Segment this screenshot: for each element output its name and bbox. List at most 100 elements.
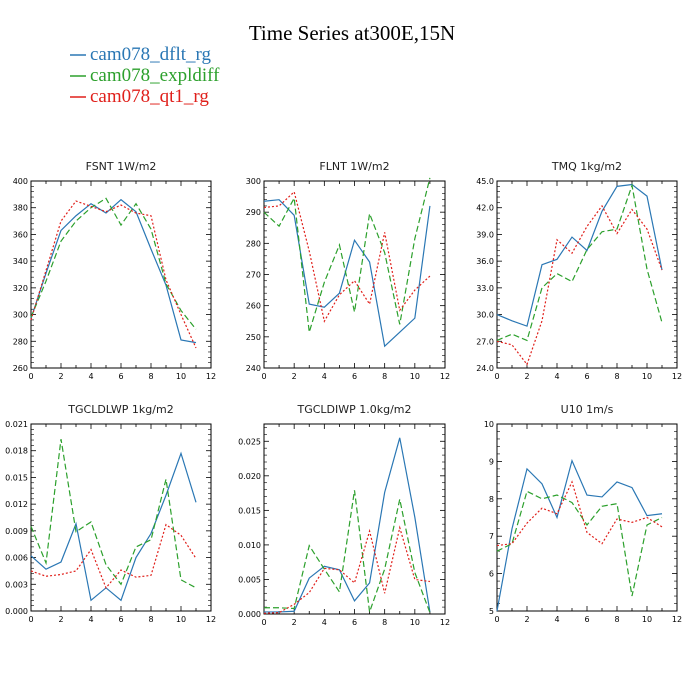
chart-panel-3: TGCLDLWP 1kg/m2 0 2 4 6 8 10 12 0.000 0.003 0.006 0… xyxy=(5,403,216,624)
y-tick-label: 36.0 xyxy=(476,257,494,266)
x-tick-label: 0 xyxy=(494,615,499,624)
x-tick-label: 10 xyxy=(642,615,652,624)
legend-label-2: cam078_qt1_rg xyxy=(90,86,209,107)
panel-title: FSNT 1W/m2 xyxy=(86,160,157,173)
y-tick-label: 0.025 xyxy=(238,437,261,446)
plot-frame xyxy=(263,180,446,369)
y-tick-label: 10 xyxy=(484,420,494,429)
panel-title: TGCLDLWP 1kg/m2 xyxy=(67,403,173,416)
x-tick-label: 6 xyxy=(352,618,357,627)
legend: cam078_dflt_rgcam078_expldiffcam078_qt1_… xyxy=(70,44,220,107)
series-line-cam078_expldiff xyxy=(263,177,431,333)
y-tick-label: 400 xyxy=(13,177,28,186)
y-tick-label: 380 xyxy=(13,204,28,213)
chart-panel-1: FLNT 1W/m2 0 2 4 6 8 10 12 240 250 260 270 280 290 300 xyxy=(246,160,450,381)
series-line-cam078_qt1_rg xyxy=(263,190,431,323)
legend-label-1: cam078_expldiff xyxy=(90,65,220,86)
y-tick-label: 0.000 xyxy=(238,610,261,619)
series-line-cam078_qt1_rg xyxy=(30,523,197,590)
x-tick-label: 10 xyxy=(642,372,652,381)
series-line-cam078_dflt_rg xyxy=(30,198,197,344)
y-tick-label: 340 xyxy=(13,257,28,266)
series-line-cam078_expldiff xyxy=(30,439,197,589)
plot-frame xyxy=(496,423,678,612)
x-tick-label: 4 xyxy=(554,615,559,624)
plot-frame xyxy=(263,423,446,615)
x-tick-label: 2 xyxy=(524,615,529,624)
y-tick-label: 280 xyxy=(13,337,28,346)
panel-title: U10 1m/s xyxy=(561,403,614,416)
x-tick-label: 6 xyxy=(584,615,589,624)
series-line-cam078_expldiff xyxy=(496,490,663,597)
y-tick-label: 39.0 xyxy=(476,230,494,239)
chart-panel-4: TGCLDIWP 1.0kg/m2 0 2 4 6 8 10 12 0.000 0.005 0.01… xyxy=(238,403,450,627)
chart-panel-2: TMQ 1kg/m2 0 2 4 6 8 10 12 24.0 27.0 30.0 33.0 36.0 3… xyxy=(476,160,682,381)
y-tick-label: 7 xyxy=(489,532,494,541)
y-tick-label: 260 xyxy=(13,364,28,373)
x-tick-label: 8 xyxy=(382,618,387,627)
y-tick-label: 9 xyxy=(489,457,494,466)
x-tick-label: 12 xyxy=(672,372,682,381)
y-tick-label: 45.0 xyxy=(476,177,494,186)
y-tick-label: 0.012 xyxy=(5,500,28,509)
legend-label-0: cam078_dflt_rg xyxy=(90,44,212,65)
x-tick-label: 10 xyxy=(176,615,186,624)
y-tick-label: 260 xyxy=(246,302,261,311)
series-line-cam078_dflt_rg xyxy=(496,183,663,327)
y-tick-label: 6 xyxy=(489,570,494,579)
x-tick-label: 10 xyxy=(410,372,420,381)
series-line-cam078_dflt_rg xyxy=(263,199,431,348)
x-tick-label: 6 xyxy=(118,615,123,624)
x-tick-label: 8 xyxy=(148,372,153,381)
x-tick-label: 6 xyxy=(118,372,123,381)
chart-panel-0: FSNT 1W/m2 0 2 4 6 8 10 12 260 280 300 320 340 360 380… xyxy=(13,160,216,381)
y-tick-label: 24.0 xyxy=(476,364,494,373)
y-tick-label: 0.015 xyxy=(238,506,261,515)
y-tick-label: 290 xyxy=(246,208,261,217)
x-tick-label: 0 xyxy=(28,372,33,381)
y-tick-label: 0.005 xyxy=(238,575,261,584)
y-tick-label: 0.003 xyxy=(5,580,28,589)
y-tick-label: 0.020 xyxy=(238,472,261,481)
x-tick-label: 10 xyxy=(410,618,420,627)
x-tick-label: 2 xyxy=(58,615,63,624)
series-line-cam078_qt1_rg xyxy=(496,480,663,547)
y-tick-label: 0.010 xyxy=(238,541,261,550)
x-tick-label: 6 xyxy=(584,372,589,381)
y-tick-label: 360 xyxy=(13,230,28,239)
y-tick-label: 0.015 xyxy=(5,473,28,482)
y-tick-label: 0.021 xyxy=(5,420,28,429)
x-tick-label: 0 xyxy=(261,618,266,627)
panel-title: FLNT 1W/m2 xyxy=(319,160,389,173)
panel-title: TGCLDIWP 1.0kg/m2 xyxy=(296,403,411,416)
panel-title: TMQ 1kg/m2 xyxy=(551,160,622,173)
y-tick-label: 240 xyxy=(246,364,261,373)
y-tick-label: 27.0 xyxy=(476,337,494,346)
y-tick-label: 270 xyxy=(246,271,261,280)
x-tick-label: 4 xyxy=(322,618,327,627)
x-tick-label: 12 xyxy=(440,618,450,627)
y-tick-label: 33.0 xyxy=(476,284,494,293)
chart-panel-5: U10 1m/s 0 2 4 6 8 10 12 5 6 7 8 9 10 xyxy=(484,403,682,624)
y-tick-label: 30.0 xyxy=(476,311,494,320)
figure-title: Time Series at300E,15N xyxy=(249,21,455,45)
y-tick-label: 0.018 xyxy=(5,447,28,456)
y-tick-label: 300 xyxy=(13,311,28,320)
y-tick-label: 5 xyxy=(489,607,494,616)
series-line-cam078_dflt_rg xyxy=(30,451,197,602)
y-tick-label: 0.000 xyxy=(5,607,28,616)
x-tick-label: 12 xyxy=(672,615,682,624)
x-tick-label: 12 xyxy=(440,372,450,381)
series-line-cam078_dflt_rg xyxy=(264,437,431,613)
chart-panels: FSNT 1W/m20 2 4 6 8 10 12260280300320340360380… xyxy=(5,160,682,627)
x-tick-label: 0 xyxy=(261,372,266,381)
x-tick-label: 4 xyxy=(554,372,559,381)
x-tick-label: 8 xyxy=(382,372,387,381)
y-tick-label: 320 xyxy=(13,284,28,293)
x-tick-label: 4 xyxy=(88,372,93,381)
x-tick-label: 8 xyxy=(614,615,619,624)
series-line-cam078_qt1_rg xyxy=(496,204,663,366)
x-tick-label: 6 xyxy=(352,372,357,381)
